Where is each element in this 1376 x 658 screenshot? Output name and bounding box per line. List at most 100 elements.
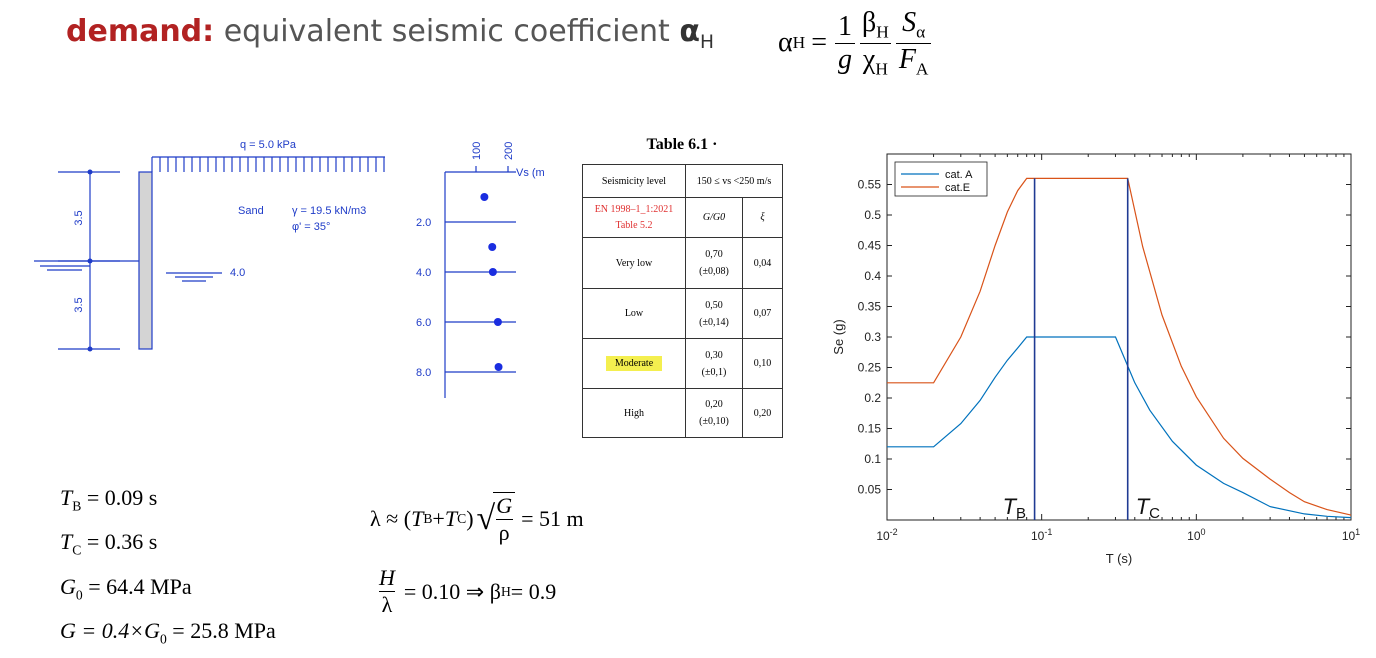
y-tick-label: 0.15: [858, 422, 882, 436]
ratio-den: λ: [378, 591, 396, 618]
cell-g: 0,70 (±0,08): [685, 237, 743, 289]
sqrt-icon: √: [476, 500, 496, 537]
retaining-wall-diagram: q = 5.0 kPa 3.5 3.5 Sand γ = 19.5 kN/m3 …: [34, 139, 385, 352]
formula-frac-1: 1 g: [835, 11, 856, 76]
th-vs-range: 150 ≤ vs <250 m/s: [685, 164, 783, 198]
lambda-tc: T: [444, 506, 458, 531]
depth-4: 4.0: [416, 267, 431, 279]
cell-g: 0,50 (±0,14): [685, 288, 743, 339]
frac1-den: g: [835, 42, 856, 76]
vs-point: [493, 318, 502, 326]
x-tick-label: 10-1: [1031, 527, 1052, 543]
vs-point: [488, 243, 497, 251]
formula-frac-2: βH χH: [859, 7, 892, 79]
lambda-close: ): [466, 506, 474, 531]
x-tick-label: 101: [1342, 527, 1360, 543]
title-symbol-sub: H: [699, 32, 714, 53]
tb-sub: B: [72, 498, 82, 514]
slide-title: demand: equivalent seismic coefficient α…: [66, 14, 714, 53]
series-line-cat-e: [887, 177, 1352, 516]
ratio-beta-sub: H: [500, 583, 511, 599]
cell-g: 0,30 (±0,1): [685, 338, 743, 389]
frac2-den-sub: H: [875, 59, 888, 79]
y-tick-label: 0.1: [864, 452, 881, 466]
g0-line: G0 = 64.4 MPa: [60, 569, 276, 613]
g-sub: 0: [159, 631, 167, 647]
vs-point: [480, 193, 489, 201]
ratio-beta-val: = 0.9: [510, 578, 557, 604]
frac3-den: F: [898, 43, 916, 75]
g-pre: G = 0.4×: [60, 618, 145, 644]
ratio-frac: H λ: [376, 565, 398, 618]
legend-label: cat. A: [945, 169, 973, 181]
depth-8: 8.0: [416, 367, 431, 379]
lambda-rhs: = 51 m: [521, 506, 584, 531]
y-tick-label: 0.35: [858, 300, 882, 314]
g-line: G = 0.4×G0 = 25.8 MPa: [60, 613, 276, 657]
vs-tick-200: 200: [503, 142, 515, 160]
g0-value: = 64.4 MPa: [82, 573, 192, 599]
dim-top: 3.5: [73, 210, 85, 225]
g-sym: G: [144, 618, 160, 644]
formula-frac-3: Sα FA: [895, 6, 932, 79]
frac2-num-sub: H: [876, 22, 889, 42]
cell-g-val: 0,20: [705, 399, 723, 410]
soil-label: Sand: [238, 205, 264, 217]
cell-g-tol: (±0,14): [699, 316, 729, 328]
lambda-tc-sub: C: [457, 511, 467, 526]
y-tick-label: 0.3: [864, 330, 881, 344]
y-tick-label: 0.05: [858, 483, 882, 497]
cell-g-val: 0,50: [705, 299, 723, 311]
frac2-den: χ: [862, 43, 876, 75]
load-ticks: [151, 157, 385, 172]
cell-level: High: [582, 388, 686, 438]
cell-level: Very low: [582, 237, 686, 289]
formula-lhs: α: [778, 27, 793, 58]
tc-value: = 0.36 s: [81, 529, 158, 555]
title-keyword: demand:: [66, 14, 215, 49]
water-level-label: 4.0: [230, 267, 245, 279]
frac2-num: β: [862, 6, 877, 38]
y-tick-label: 0.4: [864, 269, 881, 283]
dim-bottom: 3.5: [73, 297, 85, 312]
lambda-plus: +: [432, 506, 445, 531]
vs-profile: 100 200 Vs (m 2.0 4.0 6.0 8.0: [416, 142, 545, 398]
series-line-cat-a: [887, 336, 1352, 519]
legend-label: cat.E: [945, 182, 970, 194]
g0-sym: G: [60, 573, 76, 599]
depth-2: 2.0: [416, 217, 431, 229]
y-tick-label: 0.25: [858, 361, 882, 375]
frac3-num-sub: α: [916, 22, 926, 42]
vline-label: TB: [1003, 494, 1026, 522]
x-tick-label: 10-2: [876, 527, 897, 543]
g-value: = 25.8 MPa: [166, 618, 276, 644]
cell-xi: 0,10: [742, 338, 783, 389]
tb-value: = 0.09 s: [81, 485, 158, 510]
y-tick-label: 0.5: [864, 208, 881, 222]
plot-area: [886, 153, 1352, 521]
th-reference: EN 1998–1_1:2021 Table 5.2: [582, 197, 686, 238]
ratio-rhs: = 0.10 ⇒ β: [403, 578, 501, 604]
y-tick-label: 0.55: [858, 178, 882, 192]
cell-level: Low: [582, 288, 686, 339]
table-row: Moderate 0,30 (±0,1) 0,10: [582, 338, 783, 389]
cell-g-tol: (±0,10): [699, 416, 729, 427]
vs-point: [494, 363, 503, 371]
cell-xi: 0,20: [742, 388, 783, 438]
lambda-lhs: λ ≈ (: [370, 506, 412, 531]
wavelength-formula: λ ≈ (T B + T C) √ G ρ = 51 m: [370, 492, 584, 546]
vs-axis-label: Vs (m: [516, 167, 545, 179]
cell-level: Moderate: [582, 338, 686, 389]
frac3-num: S: [902, 6, 917, 38]
tc-sub: C: [72, 542, 82, 558]
lambda-frac: G ρ: [493, 492, 516, 546]
highlighted-level: Moderate: [605, 356, 663, 371]
cell-xi: 0,07: [742, 288, 783, 339]
cell-xi: 0,04: [742, 237, 783, 289]
load-label: q = 5.0 kPa: [240, 139, 297, 151]
cell-g: 0,20 (±0,10): [685, 388, 743, 438]
x-tick-label: 100: [1187, 527, 1205, 543]
title-text: equivalent seismic coefficient: [223, 14, 670, 49]
